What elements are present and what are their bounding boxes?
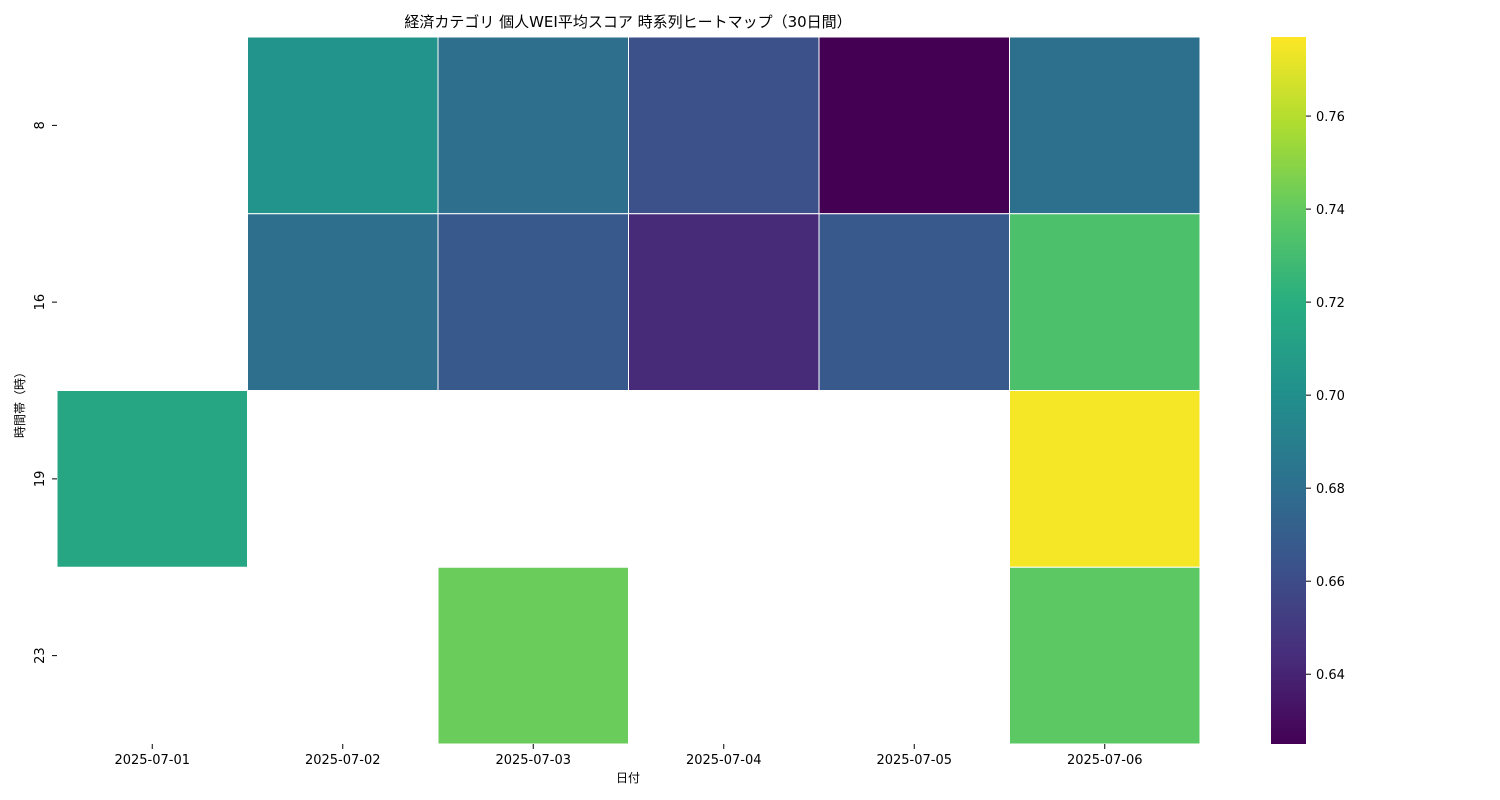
y-axis-ticks: 8 16 19 23 bbox=[33, 121, 57, 664]
x-tick-label: 2025-07-03 bbox=[495, 753, 571, 768]
heatmap-cell bbox=[437, 36, 629, 215]
heatmap-cell bbox=[628, 36, 820, 215]
heatmap-cell bbox=[437, 566, 629, 745]
y-tick-label: 16 bbox=[33, 294, 48, 311]
colorbar bbox=[1271, 37, 1306, 744]
y-tick-label: 19 bbox=[33, 471, 48, 488]
colorbar-tick-label: 0.68 bbox=[1316, 482, 1345, 497]
chart-title: 経済カテゴリ 個人WEI平均スコア 時系列ヒートマップ（30日間） bbox=[404, 13, 851, 31]
colorbar-tick-label: 0.74 bbox=[1316, 203, 1345, 218]
x-axis-ticks: 2025-07-01 2025-07-02 2025-07-03 2025-07-04… bbox=[114, 744, 1143, 768]
heatmap-cell bbox=[1009, 566, 1201, 745]
heatmap-cell bbox=[1009, 390, 1201, 568]
colorbar-tick-label: 0.70 bbox=[1316, 389, 1345, 404]
heatmap-cell bbox=[56, 390, 248, 568]
heatmap-cell bbox=[247, 36, 439, 215]
heatmap-cell bbox=[437, 213, 629, 391]
heatmap-cell bbox=[247, 213, 439, 391]
heatmap-cell bbox=[1009, 36, 1201, 215]
colorbar-tick-label: 0.76 bbox=[1316, 110, 1345, 125]
heatmap-cell bbox=[818, 213, 1010, 391]
x-tick-label: 2025-07-01 bbox=[114, 753, 190, 768]
colorbar-tick-label: 0.64 bbox=[1316, 668, 1345, 683]
x-tick-label: 2025-07-05 bbox=[876, 753, 952, 768]
y-axis-label: 時間帯（時） bbox=[13, 366, 27, 438]
heatmap-cell bbox=[1009, 213, 1201, 391]
x-tick-label: 2025-07-02 bbox=[305, 753, 381, 768]
x-tick-label: 2025-07-04 bbox=[686, 753, 762, 768]
heatmap-cell bbox=[628, 213, 820, 391]
colorbar-tick-label: 0.66 bbox=[1316, 575, 1345, 590]
y-tick-label: 8 bbox=[33, 121, 48, 129]
y-tick-label: 23 bbox=[33, 647, 48, 664]
colorbar-tick-label: 0.72 bbox=[1316, 296, 1345, 311]
heatmap-cell bbox=[818, 36, 1010, 215]
x-tick-label: 2025-07-06 bbox=[1067, 753, 1143, 768]
heatmap-cells bbox=[56, 36, 1201, 745]
x-axis-label: 日付 bbox=[616, 771, 640, 785]
colorbar-ticks: 0.64 0.66 0.68 0.70 0.72 0.74 0.76 bbox=[1306, 110, 1345, 683]
